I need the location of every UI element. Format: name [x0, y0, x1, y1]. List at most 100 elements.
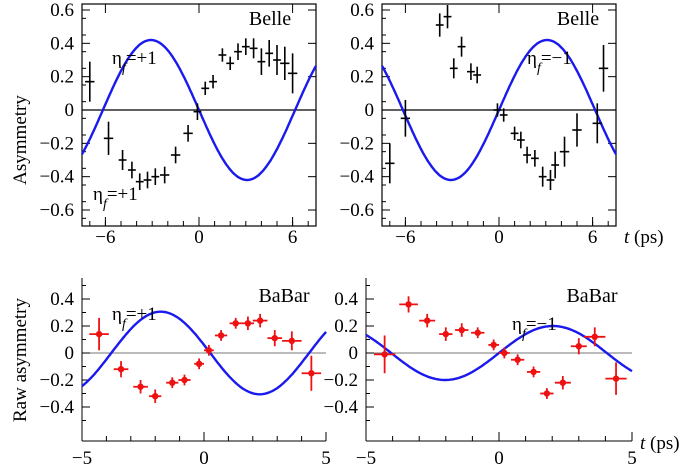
- y-tick-label: 0.2: [50, 316, 74, 337]
- eta-label: ηf=+1: [112, 304, 157, 332]
- data-point: [439, 327, 453, 341]
- point-marker: [95, 330, 103, 338]
- data-point: [373, 335, 396, 374]
- data-point: [214, 330, 228, 341]
- point-marker: [195, 360, 203, 367]
- data-point: [449, 58, 458, 79]
- y-tick-label: 0.2: [50, 67, 74, 88]
- x-tick-label: −5: [72, 448, 92, 469]
- data-point: [488, 339, 499, 351]
- point-marker: [575, 343, 582, 350]
- data-point: [559, 136, 570, 167]
- y-axis-label: Asymmetry: [10, 95, 31, 185]
- x-tick-label: −6: [95, 227, 115, 248]
- data-point: [183, 125, 193, 142]
- experiment-label: Belle: [557, 8, 599, 30]
- y-tick-label: −0.2: [40, 370, 74, 391]
- data-point: [516, 131, 525, 149]
- eta-label: ηf=−1: [527, 48, 572, 76]
- panel-belle_minus: 0.6 0.4 0.2 0 −0.2 −0.4 −0.6 −6 0 6 Belle ηf=−1: [340, 0, 618, 248]
- data-point: [166, 377, 179, 389]
- data-point: [592, 103, 602, 144]
- data-point: [133, 380, 148, 394]
- data-point: [241, 38, 250, 55]
- y-tick-label: −0.2: [40, 133, 74, 154]
- point-marker: [612, 375, 620, 382]
- data-point: [267, 330, 283, 347]
- data-point: [570, 338, 587, 355]
- data-point: [455, 323, 469, 337]
- data-point: [265, 40, 274, 67]
- data-point: [193, 103, 202, 120]
- y-tick-label: −0.4: [40, 167, 75, 188]
- y-axis-label: Raw asymmetry: [10, 298, 31, 423]
- data-point: [229, 317, 242, 329]
- y-tick-label: −0.2: [340, 133, 374, 154]
- y-tick-label: 0.4: [350, 33, 374, 54]
- data-point: [128, 161, 136, 179]
- point-marker: [288, 337, 296, 345]
- data-point: [546, 170, 555, 190]
- data-point: [551, 151, 560, 179]
- x-tick-label: 0: [194, 227, 204, 248]
- x-tick-label: 0: [199, 448, 209, 469]
- point-marker: [514, 356, 521, 363]
- point-marker: [442, 330, 449, 338]
- data-point: [204, 344, 214, 356]
- data-point: [530, 150, 539, 167]
- y-tick-label: 0.4: [334, 289, 358, 310]
- data-point: [419, 313, 436, 328]
- data-point: [241, 316, 255, 331]
- data-point: [151, 168, 160, 185]
- y-tick-label: 0: [349, 343, 359, 364]
- y-tick-label: −0.4: [324, 397, 359, 418]
- y-tick-label: 0: [65, 343, 75, 364]
- point-marker: [169, 379, 176, 386]
- data-point: [160, 166, 170, 184]
- y-tick-label: 0.6: [350, 0, 374, 21]
- data-point: [282, 331, 302, 351]
- data-point: [499, 108, 508, 122]
- data-point: [598, 45, 609, 92]
- data-point: [118, 150, 127, 170]
- data-point: [499, 347, 510, 359]
- eta-label: ηf=+1: [112, 48, 157, 76]
- data-point: [113, 361, 129, 378]
- fit-curve: [80, 38, 318, 182]
- data-point: [526, 366, 541, 378]
- y-tick-label: −0.4: [40, 397, 75, 418]
- y-tick-label: −0.2: [324, 370, 358, 391]
- data-point: [510, 126, 519, 140]
- point-marker: [271, 334, 278, 342]
- data-point: [209, 75, 217, 89]
- data-point: [135, 173, 144, 190]
- point-marker: [152, 393, 159, 400]
- fit-curve: [81, 310, 327, 396]
- point-marker: [381, 351, 388, 358]
- data-point: [457, 36, 466, 57]
- data-point: [280, 46, 290, 80]
- panel-babar_plus: 0.4 0.2 0 −0.2 −0.4 −5 0 5 BaBar ηf=+1 Raw asymmet…: [10, 278, 331, 469]
- point-marker: [117, 366, 125, 373]
- data-point: [467, 63, 475, 80]
- point-marker: [474, 329, 481, 336]
- x-tick-label: −5: [356, 448, 376, 469]
- data-point: [301, 355, 322, 391]
- data-point: [89, 317, 109, 351]
- x-tick-label: 5: [321, 448, 331, 469]
- y-tick-label: −0.6: [340, 200, 374, 221]
- data-point: [201, 81, 210, 95]
- experiment-label: BaBar: [566, 285, 617, 307]
- data-point: [143, 171, 152, 189]
- data-point: [257, 48, 266, 75]
- data-point: [443, 5, 452, 29]
- data-point: [218, 48, 227, 62]
- data-point: [584, 327, 606, 347]
- data-point: [273, 45, 281, 75]
- point-marker: [181, 376, 188, 384]
- data-point: [252, 313, 268, 328]
- eta-label: ηf=+1: [93, 184, 138, 212]
- point-marker: [490, 341, 497, 349]
- y-tick-label: 0.4: [50, 289, 74, 310]
